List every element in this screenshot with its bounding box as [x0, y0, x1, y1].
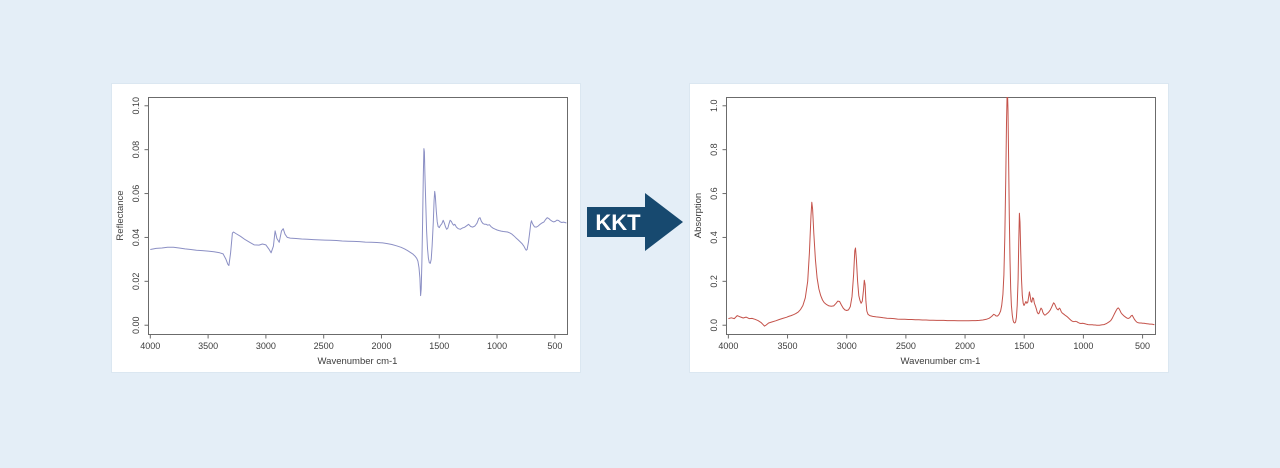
x-tick-label: 3500	[778, 341, 798, 351]
y-tick-label: 0.6	[709, 187, 719, 200]
y-tick-label: 0.0	[709, 319, 719, 332]
y-tick-label: 0.10	[131, 97, 141, 115]
x-tick-label: 1000	[487, 341, 507, 351]
kkt-arrow: KKT	[587, 192, 685, 252]
x-tick-label: 1500	[429, 341, 449, 351]
x-tick-label: 1000	[1073, 341, 1093, 351]
y-tick-label: 0.00	[131, 316, 141, 334]
y-tick-label: 0.2	[709, 275, 719, 288]
y-axis-title: Absorption	[693, 193, 704, 238]
x-axis-title: Wavenumber cm-1	[318, 356, 398, 367]
reflectance-trace	[150, 148, 567, 297]
plot-box	[148, 97, 568, 335]
y-tick-label: 0.08	[131, 141, 141, 159]
x-tick-label: 3000	[837, 341, 857, 351]
kkt-arrow-label: KKT	[595, 210, 641, 235]
y-tick-label: 0.02	[131, 273, 141, 291]
absorption-trace	[728, 97, 1155, 327]
x-tick-label: 3000	[256, 341, 276, 351]
y-tick-label: 0.4	[709, 231, 719, 244]
x-tick-label: 500	[1135, 341, 1150, 351]
absorption-spectrum-chart: 4000 3500 3000 2500 2000 1500 1000 500 0.0 0.2 0.4…	[693, 97, 1156, 367]
kkt-arrow-shape	[587, 193, 683, 251]
y-axis-title: Reflectance	[115, 190, 126, 240]
x-tick-label: 2500	[314, 341, 334, 351]
x-tick-label: 500	[547, 341, 562, 351]
y-tick-label: 0.04	[131, 229, 141, 247]
y-tick-label: 1.0	[709, 100, 719, 113]
y-tick-label: 0.06	[131, 185, 141, 203]
x-tick-label: 1500	[1014, 341, 1034, 351]
x-tick-label: 4000	[718, 341, 738, 351]
x-tick-label: 2000	[371, 341, 391, 351]
absorption-chart-panel: 4000 3500 3000 2500 2000 1500 1000 500 0.0 0.2 0.4…	[690, 84, 1168, 372]
x-tick-label: 4000	[140, 341, 160, 351]
x-tick-label: 2500	[896, 341, 916, 351]
x-tick-label: 2000	[955, 341, 975, 351]
y-tick-label: 0.8	[709, 143, 719, 156]
x-tick-label: 3500	[198, 341, 218, 351]
reflectance-spectrum-chart: 4000 3500 3000 2500 2000 1500 1000 500 0.00 0.02 0…	[115, 97, 568, 367]
plot-box	[726, 97, 1156, 335]
x-axis-title: Wavenumber cm-1	[901, 356, 981, 367]
reflectance-chart-panel: 4000 3500 3000 2500 2000 1500 1000 500 0.00 0.02 0…	[112, 84, 580, 372]
